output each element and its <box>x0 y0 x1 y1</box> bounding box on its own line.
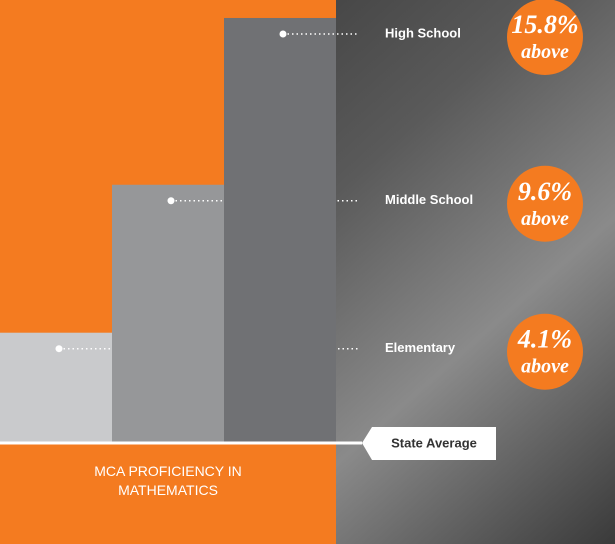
value-label: 9.6% <box>518 177 572 206</box>
chart-title: MCA PROFICIENCY IN MATHEMATICS <box>94 463 242 498</box>
leader-dot <box>279 30 287 38</box>
category-label: Middle School <box>385 192 473 207</box>
value-note: above <box>521 356 569 378</box>
badge <box>507 165 583 242</box>
bar <box>224 17 336 443</box>
value-note: above <box>521 208 569 230</box>
category-label: Elementary <box>385 340 456 355</box>
value-label: 4.1% <box>517 325 572 354</box>
leader-dot <box>55 345 63 353</box>
baseline-tag <box>362 427 496 460</box>
value-label: 15.8% <box>511 10 578 39</box>
leader-dot <box>167 197 175 205</box>
badge <box>507 313 583 390</box>
bar <box>112 184 224 443</box>
category-label: High School <box>385 25 461 40</box>
value-note: above <box>521 41 569 63</box>
badge <box>507 0 583 75</box>
baseline-label: State Average <box>391 435 477 450</box>
bar <box>0 332 112 443</box>
